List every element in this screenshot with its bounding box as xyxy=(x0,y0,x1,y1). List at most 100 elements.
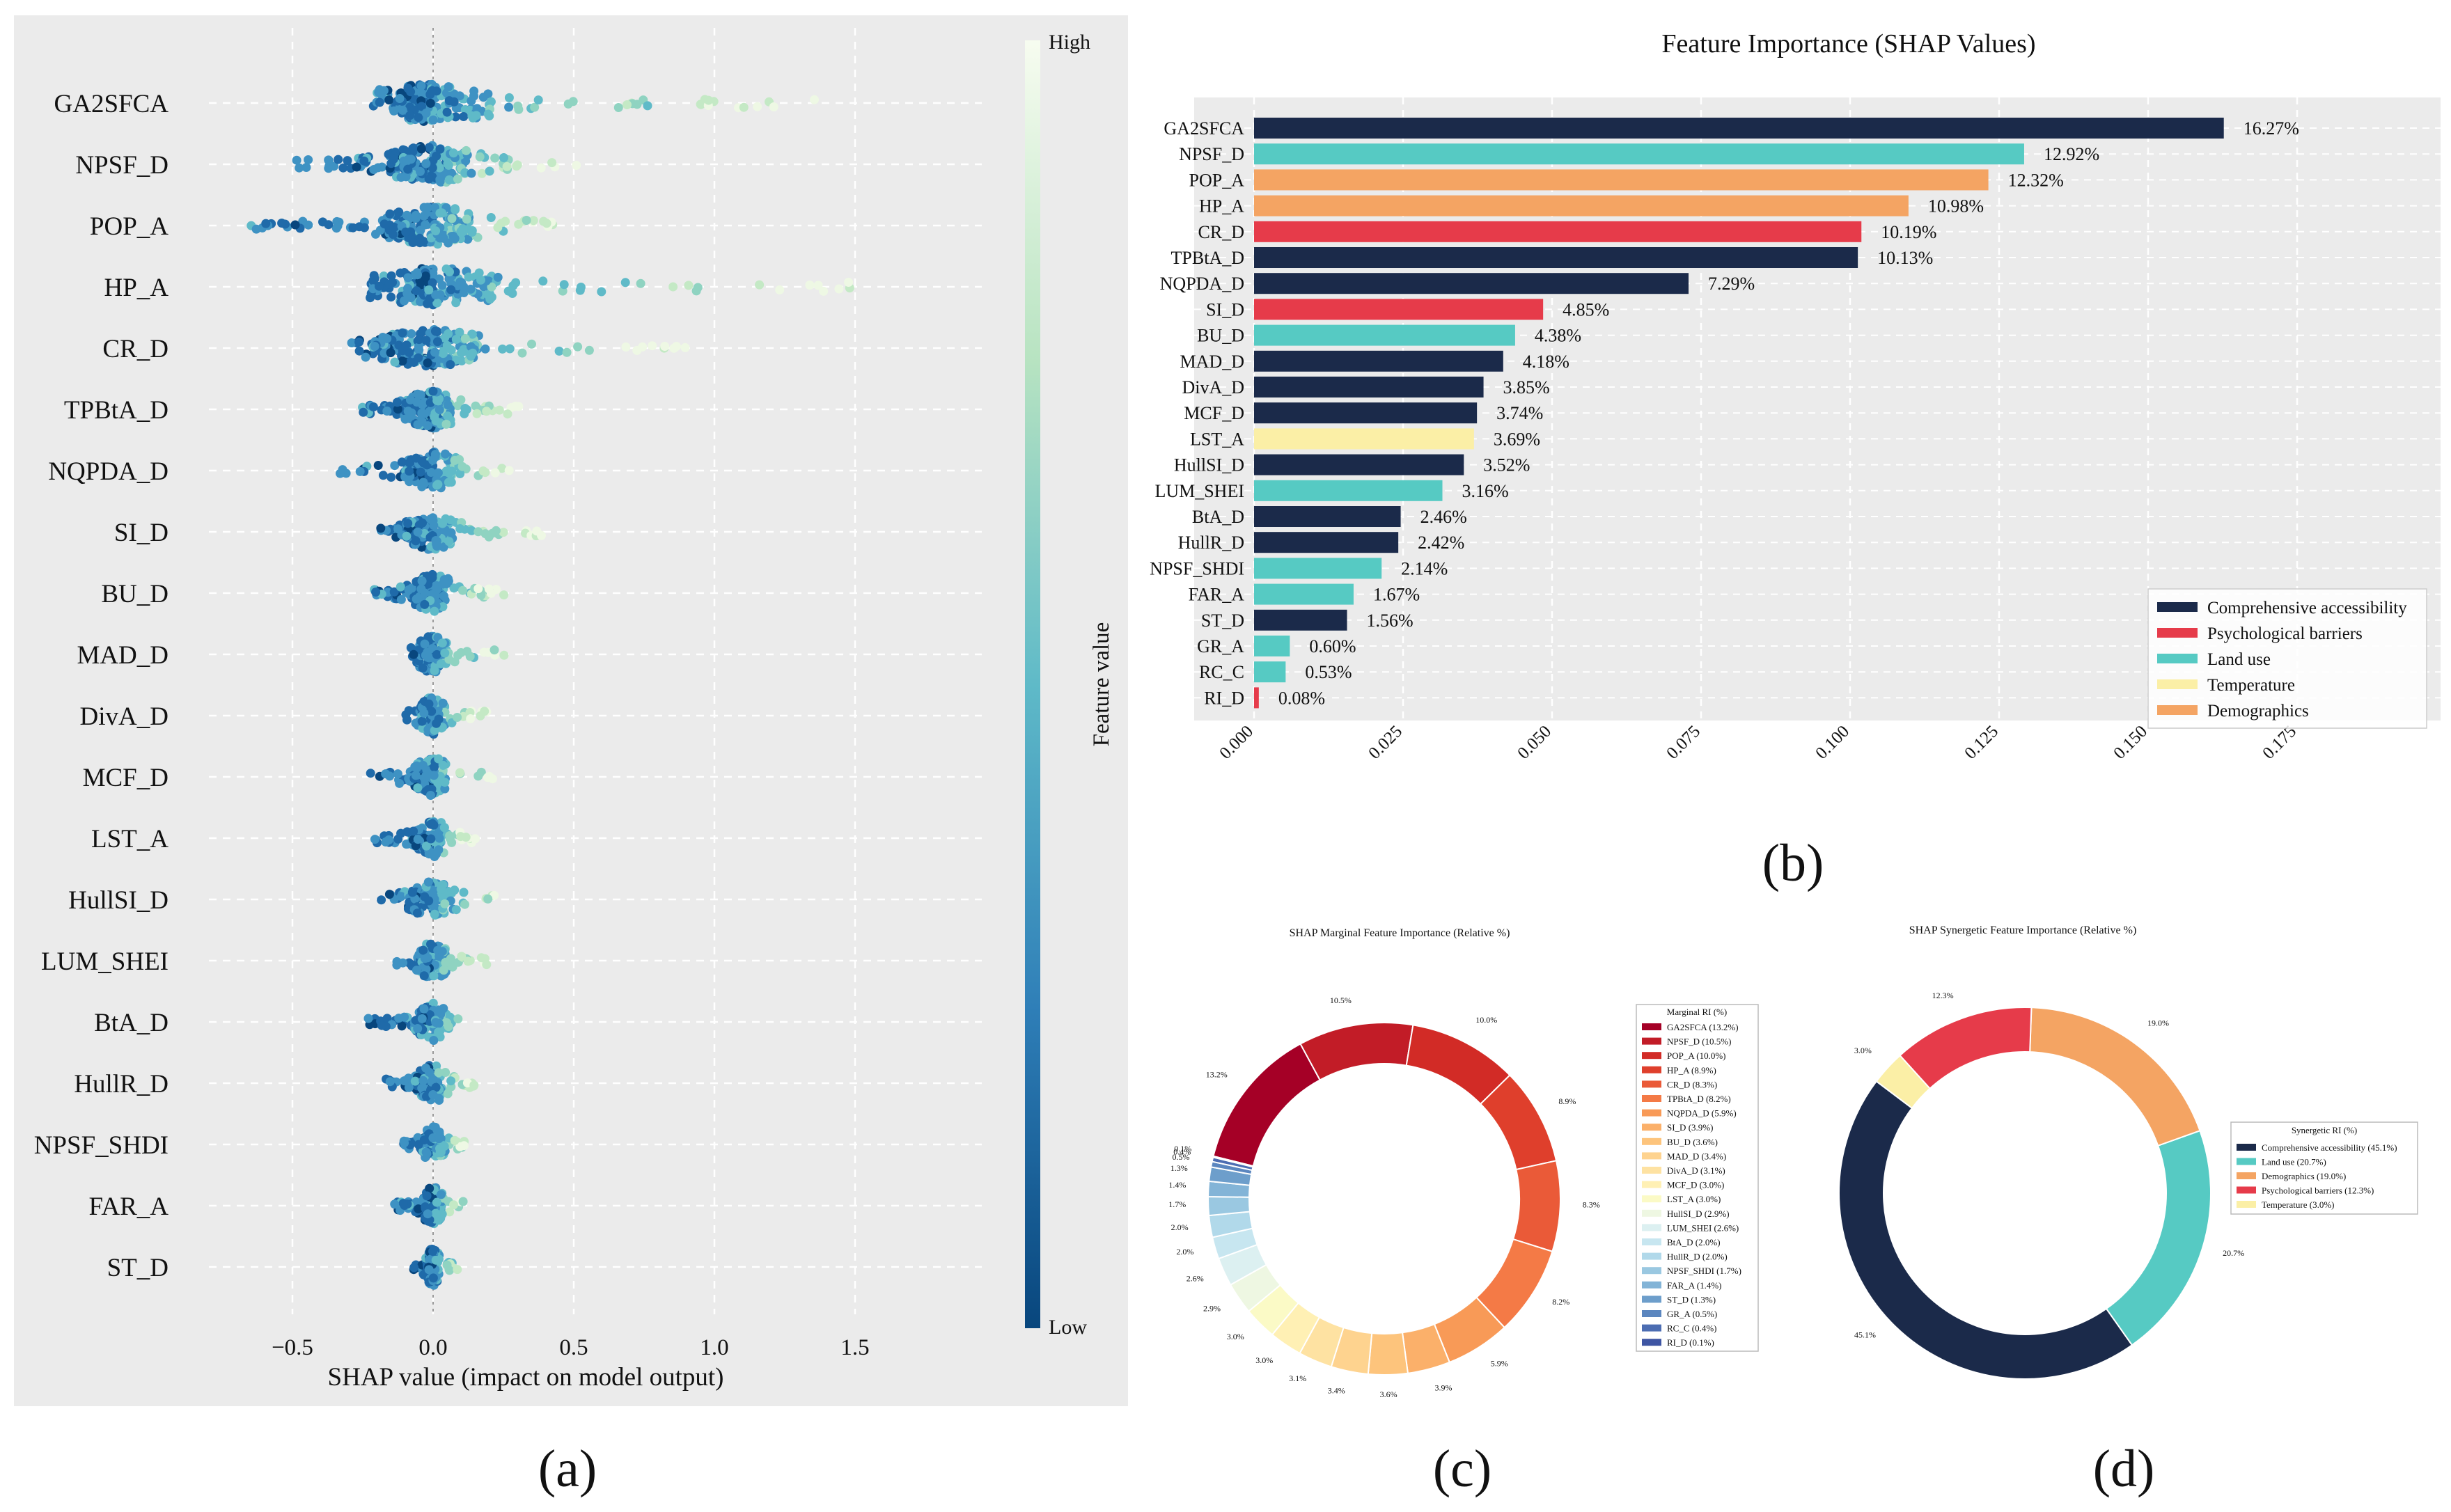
feature-label-hp-a: HP_A xyxy=(104,274,169,302)
beeswarm-point xyxy=(429,521,439,530)
beeswarm-point xyxy=(414,113,423,123)
feature-label-hullsi-d: HullSI_D xyxy=(68,886,169,915)
beeswarm-point xyxy=(386,292,396,302)
feature-label-ga2sfca: GA2SFCA xyxy=(54,90,169,118)
beeswarm-point xyxy=(421,1063,431,1073)
feature-label-diva-d: DivA_D xyxy=(80,702,169,731)
beeswarm-point xyxy=(418,663,428,673)
beeswarm-point xyxy=(361,352,370,362)
beeswarm-point xyxy=(409,649,418,659)
marginal-legend-label: NQPDA_D (5.9%) xyxy=(1667,1108,1737,1119)
beeswarm-point xyxy=(446,1076,456,1086)
bar-value-ga2sfca: 16.27% xyxy=(2244,118,2299,139)
beeswarm-point xyxy=(463,235,473,244)
beeswarm-point xyxy=(438,602,448,612)
beeswarm-point xyxy=(352,162,361,172)
beeswarm-point xyxy=(497,464,507,473)
beeswarm-point xyxy=(420,599,430,609)
slice-pct-label: 3.1% xyxy=(1289,1373,1306,1383)
slice-pct-label: 3.0% xyxy=(1854,1046,1872,1055)
beeswarm-point xyxy=(473,233,483,242)
beeswarm-feature-labels: GA2SFCA NPSF_D POP_A HP_A CR_D TPBtA_D NQPDA_D… xyxy=(34,90,169,1282)
beeswarm-point xyxy=(671,342,681,352)
beeswarm-point xyxy=(445,1266,454,1275)
beeswarm-point xyxy=(483,894,493,904)
beeswarm-point xyxy=(395,94,405,103)
beeswarm-point xyxy=(486,97,496,107)
beeswarm-point xyxy=(421,271,430,281)
beeswarm-point xyxy=(447,214,457,223)
beeswarm-point xyxy=(402,288,412,298)
beeswarm-point xyxy=(494,405,504,415)
beeswarm-point xyxy=(348,223,358,233)
beeswarm-point xyxy=(775,285,785,294)
beeswarm-point xyxy=(410,1076,420,1086)
synergetic-donut-title: SHAP Synergetic Feature Importance (Rela… xyxy=(1909,924,2137,936)
beeswarm-point xyxy=(434,163,444,173)
beeswarm-point xyxy=(302,163,311,172)
beeswarm-point xyxy=(407,329,416,338)
feature-label-bta-d: BtA_D xyxy=(94,1009,169,1037)
beeswarm-point xyxy=(475,152,485,162)
synergetic-donut-slices xyxy=(1838,1007,2211,1380)
marginal-legend-swatch xyxy=(1642,1095,1661,1102)
bar-gr-a xyxy=(1254,636,1290,656)
beeswarm-point xyxy=(532,526,542,536)
bar-label-hullr-d: HullR_D xyxy=(1178,533,1244,553)
marginal-legend-swatch xyxy=(1642,1324,1661,1332)
marginal-legend-swatch xyxy=(1642,1195,1661,1203)
beeswarm-point xyxy=(398,328,407,338)
beeswarm-point xyxy=(430,909,439,919)
beeswarm-point xyxy=(390,357,400,367)
beeswarm-point xyxy=(691,286,701,296)
beeswarm-point xyxy=(397,457,407,467)
beeswarm-point xyxy=(445,1207,455,1217)
bar-pop-a xyxy=(1254,169,1989,191)
beeswarm-point xyxy=(370,342,379,351)
beeswarm-point xyxy=(441,264,451,274)
beeswarm-point xyxy=(434,1027,444,1037)
marginal-legend-label: RC_C (0.4%) xyxy=(1667,1323,1717,1334)
bar-value-bu-d: 4.38% xyxy=(1535,326,1581,346)
beeswarm-point xyxy=(411,771,421,780)
beeswarm-point xyxy=(453,1265,462,1275)
marginal-legend-swatch xyxy=(1642,1124,1661,1131)
beeswarm-point xyxy=(428,86,437,95)
beeswarm-point xyxy=(419,708,429,718)
beeswarm-point xyxy=(396,892,406,901)
colorbar-low-label: Low xyxy=(1049,1316,1087,1339)
beeswarm-point xyxy=(304,155,313,164)
beeswarm-point xyxy=(643,101,652,111)
bar-label-hullsi-d: HullSI_D xyxy=(1174,455,1244,475)
beeswarm-point xyxy=(504,102,514,112)
beeswarm-point xyxy=(504,466,514,475)
beeswarm-point xyxy=(505,344,515,354)
beeswarm-point xyxy=(414,1204,423,1214)
beeswarm-point xyxy=(584,345,594,355)
beeswarm-point xyxy=(443,400,453,410)
beeswarm-point xyxy=(462,214,471,224)
beeswarm-point xyxy=(432,298,442,308)
beeswarm-point xyxy=(389,154,398,164)
marginal-legend-swatch xyxy=(1642,1023,1661,1030)
beeswarm-point xyxy=(379,219,389,229)
beeswarm-point xyxy=(402,531,412,541)
synergetic-donut-panel: SHAP Synergetic Feature Importance (Rela… xyxy=(1838,924,2418,1498)
beeswarm-point xyxy=(393,397,402,407)
beeswarm-point xyxy=(453,713,462,722)
beeswarm-point xyxy=(499,153,508,162)
beeswarm-point xyxy=(459,888,469,897)
beeswarm-point xyxy=(421,220,430,230)
beeswarm-point xyxy=(511,278,521,288)
beeswarm-point xyxy=(423,953,432,963)
beeswarm-point xyxy=(413,270,423,280)
bar-npsf-shdi xyxy=(1254,558,1382,579)
beeswarm-point xyxy=(437,884,446,894)
beeswarm-point xyxy=(459,282,469,292)
beeswarm-x-tick-label: 0.5 xyxy=(559,1335,588,1360)
slice-pct-label: 8.3% xyxy=(1583,1199,1600,1209)
feature-label-lst-a: LST_A xyxy=(91,825,169,853)
beeswarm-point xyxy=(434,1018,444,1028)
beeswarm-point xyxy=(421,841,431,851)
beeswarm-point xyxy=(426,468,436,477)
